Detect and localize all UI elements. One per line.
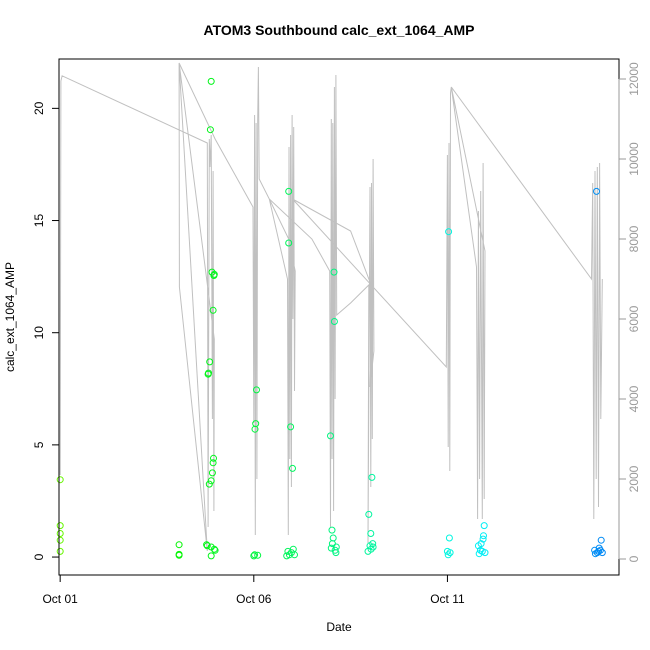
y-axis: 0 5 10 15 20 <box>32 101 60 560</box>
data-point <box>251 551 259 559</box>
x-tick-label: Oct 06 <box>236 592 272 606</box>
y-tick-label: 0 <box>32 553 46 560</box>
y2-tick-label: 12000 <box>627 62 641 96</box>
data-point <box>209 459 217 467</box>
data-point <box>328 526 336 534</box>
y-tick-label: 5 <box>32 441 46 448</box>
plot-area <box>56 58 620 576</box>
data-point <box>253 386 260 394</box>
data-point <box>330 318 338 325</box>
data-point <box>327 432 334 440</box>
data-point <box>205 369 212 377</box>
data-point <box>369 543 377 551</box>
data-point <box>287 423 295 431</box>
data-point <box>369 540 377 548</box>
y2-tick-label: 2000 <box>627 465 641 492</box>
data-point <box>365 510 373 518</box>
y-tick-label: 20 <box>32 101 46 115</box>
data-point <box>480 522 488 530</box>
data-point <box>368 473 376 481</box>
data-point <box>445 228 453 236</box>
data-point <box>285 187 293 195</box>
data-point <box>597 536 605 544</box>
line-series <box>59 62 603 552</box>
y2-tick-label: 0 <box>627 555 641 562</box>
data-point <box>208 469 216 477</box>
data-point <box>598 549 606 557</box>
line-series-path <box>59 62 603 552</box>
data-point <box>208 268 216 276</box>
data-point <box>56 476 64 484</box>
data-point <box>593 187 600 195</box>
data-point <box>480 532 487 540</box>
data-point <box>56 522 64 530</box>
data-point <box>56 536 64 544</box>
y2-tick-label: 10000 <box>627 142 641 176</box>
data-point <box>207 552 215 560</box>
x-axis-label: Date <box>326 620 352 634</box>
y2-tick-label: 6000 <box>627 305 641 332</box>
x-tick-label: Oct 01 <box>42 592 78 606</box>
data-point <box>291 551 298 559</box>
data-point <box>210 454 217 462</box>
data-point <box>289 464 296 472</box>
plot-frame <box>58 58 620 576</box>
y-tick-label: 10 <box>32 326 46 340</box>
data-point <box>285 551 293 559</box>
data-point <box>210 545 218 553</box>
data-point <box>56 547 64 555</box>
data-point <box>477 540 485 548</box>
data-point <box>210 270 218 278</box>
scatter-series <box>56 77 606 560</box>
data-point <box>444 551 452 559</box>
y2-tick-label: 8000 <box>627 225 641 252</box>
x-tick-label: Oct 11 <box>430 592 465 606</box>
data-point <box>175 551 183 559</box>
data-point <box>327 544 335 552</box>
data-point <box>479 535 487 543</box>
data-point <box>207 477 215 485</box>
data-point <box>207 77 215 85</box>
data-point <box>254 551 262 559</box>
data-point <box>56 530 64 537</box>
data-point <box>206 126 214 134</box>
data-point <box>329 534 337 542</box>
y-axis-label: calc_ext_1064_AMP <box>3 262 17 372</box>
data-point <box>285 239 293 247</box>
data-point <box>175 541 183 549</box>
data-point <box>203 542 211 550</box>
data-point <box>332 543 340 551</box>
y-tick-label: 15 <box>32 214 46 228</box>
data-point <box>481 549 489 557</box>
data-point <box>596 546 604 554</box>
y2-axis: 0 2000 4000 6000 8000 10000 12000 <box>618 62 641 562</box>
y2-tick-label: 4000 <box>627 385 641 412</box>
x-axis: Oct 01 Oct 06 Oct 11 <box>42 574 465 606</box>
data-point <box>445 534 453 542</box>
data-point <box>211 546 219 554</box>
data-point <box>252 420 260 428</box>
data-point <box>206 358 214 366</box>
data-point <box>367 530 375 537</box>
data-point <box>446 549 454 557</box>
data-point <box>209 306 217 314</box>
data-point <box>330 268 338 276</box>
data-point <box>250 552 258 560</box>
chart-title: ATOM3 Southbound calc_ext_1064_AMP <box>204 22 475 38</box>
